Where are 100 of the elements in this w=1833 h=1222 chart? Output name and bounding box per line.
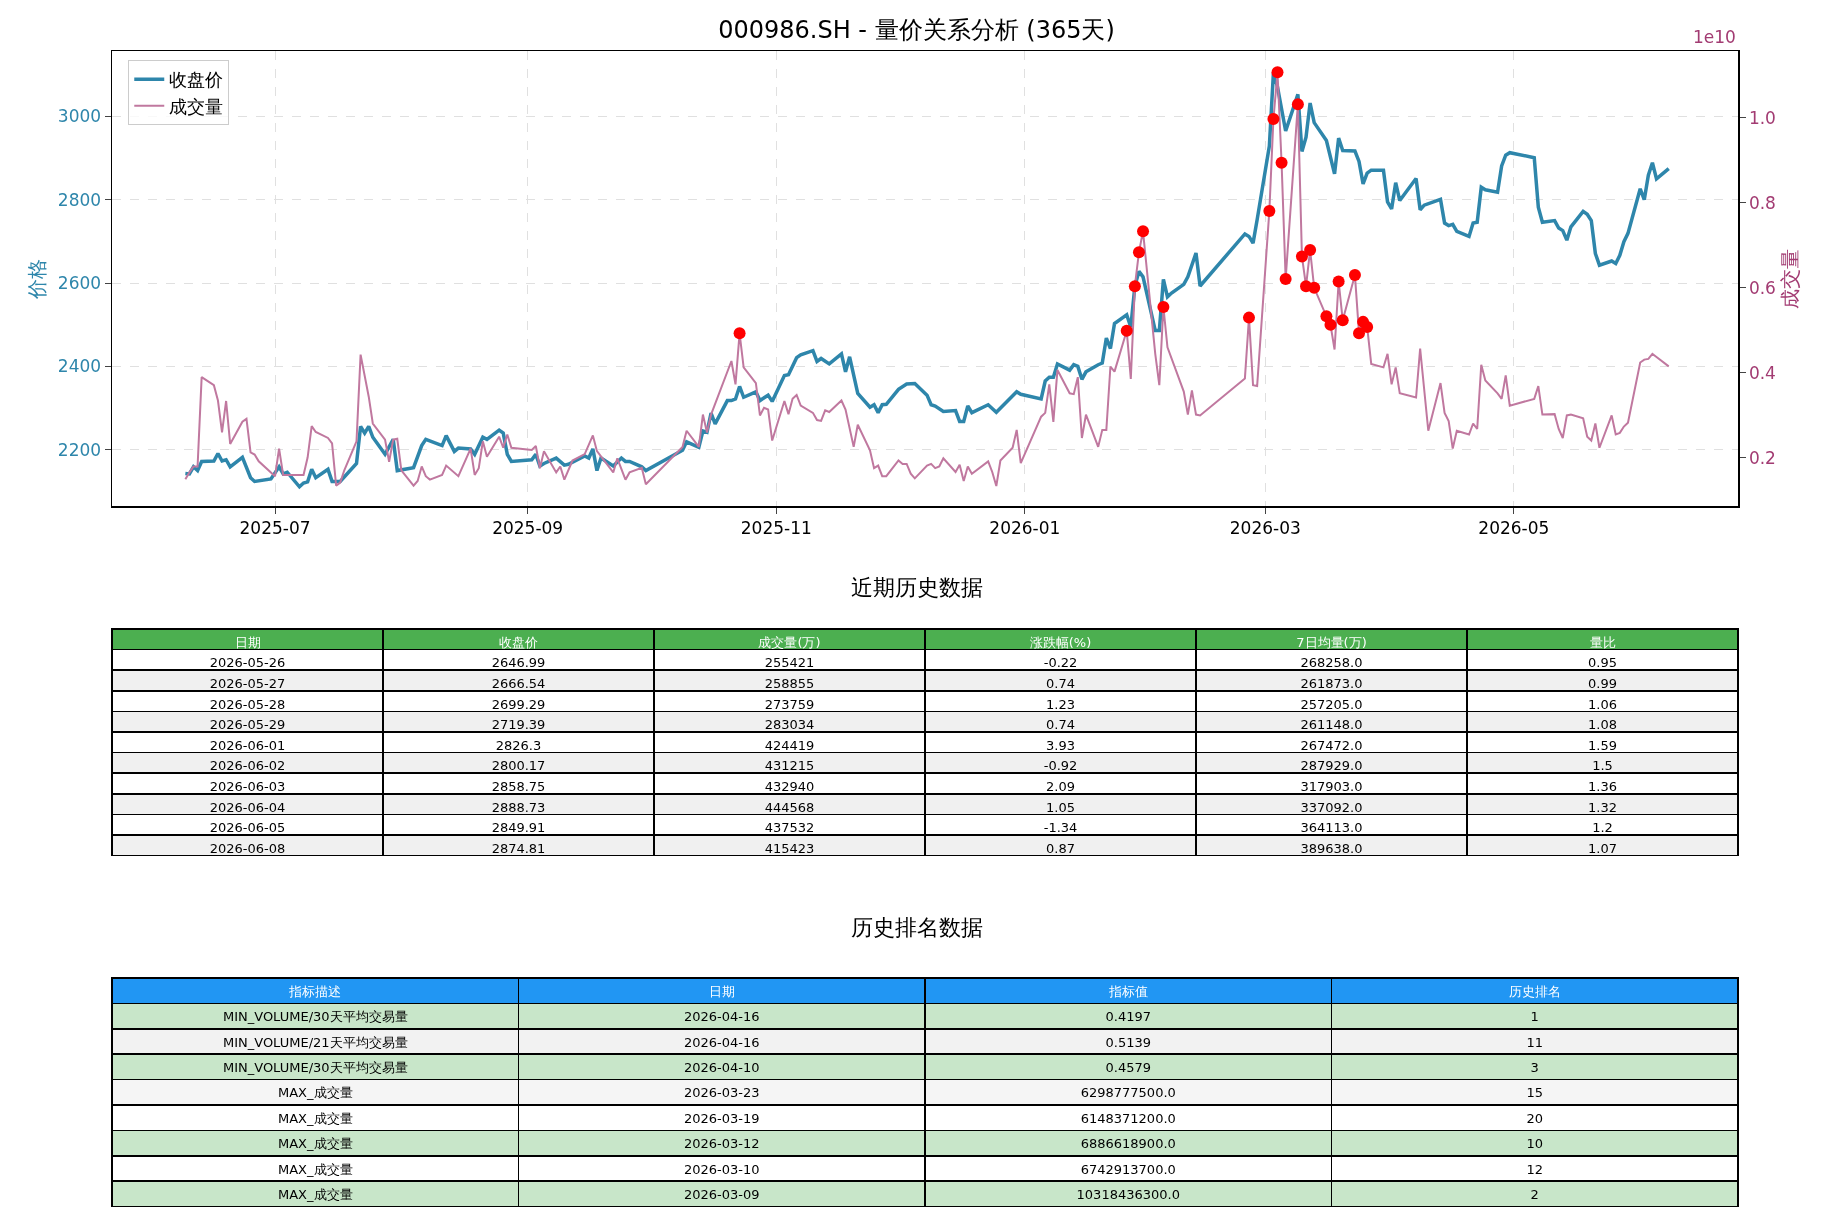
category-label: 成交量(万) [758, 634, 821, 650]
text: 0.99 [1588, 675, 1617, 691]
text: 257205.0 [1300, 696, 1363, 712]
x-tick-label: 2025-11 [740, 517, 812, 538]
text: 2719.39 [491, 717, 546, 733]
x-tick-label: 2026-01 [989, 517, 1061, 538]
text: 1.5 [1592, 758, 1613, 774]
text: 2026-04-16 [683, 1034, 760, 1050]
text: MAX_成交量 [277, 1110, 353, 1126]
text: 6298777500.0 [1080, 1085, 1176, 1101]
text: 2858.75 [491, 778, 546, 794]
point [1295, 250, 1308, 263]
text: 1.06 [1588, 696, 1617, 712]
y2-tick-label: 0.4 [1748, 362, 1776, 383]
text: 0.5139 [1105, 1034, 1151, 1050]
x-tick-label: 2025-07 [239, 517, 311, 538]
legend-label: 收盘价 [169, 69, 224, 91]
text: 2026-05-27 [209, 675, 286, 691]
text: 2699.29 [491, 696, 546, 712]
text: 2666.54 [491, 675, 546, 691]
text: 267472.0 [1300, 737, 1363, 753]
text: 2646.99 [491, 655, 546, 671]
point [1267, 113, 1280, 126]
text: 1.59 [1588, 737, 1617, 753]
text: 1e10 [1693, 27, 1736, 47]
text: 1.23 [1046, 696, 1075, 712]
text: 0.4579 [1105, 1059, 1151, 1075]
text: 10 [1526, 1136, 1544, 1152]
text: 0.87 [1046, 840, 1075, 856]
point [1271, 66, 1284, 79]
text: 1.07 [1588, 840, 1617, 856]
text: 1.05 [1046, 799, 1075, 815]
point [1263, 204, 1276, 217]
point [1336, 314, 1349, 327]
text: 6148371200.0 [1080, 1110, 1176, 1126]
text: 2888.73 [491, 799, 546, 815]
chart-title: 000986.SH - 量价关系分析 (365天) [718, 16, 1115, 45]
y-tick-label: 2200 [57, 439, 102, 460]
text: 近期历史数据 [850, 575, 983, 601]
text: 268258.0 [1300, 655, 1363, 671]
category-label: 7日均量(万) [1296, 634, 1367, 650]
category-label: 指标描述 [288, 983, 342, 999]
point [1332, 275, 1345, 288]
y-axis-title: 价格 [24, 258, 49, 300]
category-label: 指标值 [1107, 983, 1148, 999]
text: 437532 [764, 820, 815, 836]
text: 1.2 [1592, 820, 1613, 836]
text: 2849.91 [491, 820, 546, 836]
point [1128, 280, 1141, 293]
category-label: 历史排名 [1508, 983, 1561, 999]
text: 2026-03-23 [683, 1085, 760, 1101]
point [1348, 269, 1361, 282]
text: -1.34 [1043, 820, 1078, 836]
text: 10318436300.0 [1076, 1186, 1180, 1202]
text: 2026-06-01 [209, 737, 286, 753]
category-label: 日期 [708, 983, 735, 999]
text: 2.09 [1046, 778, 1075, 794]
text: 2026-06-03 [209, 778, 286, 794]
text: 6886618900.0 [1080, 1136, 1176, 1152]
point [1279, 272, 1292, 285]
text: -0.92 [1043, 758, 1078, 774]
text: 273759 [764, 696, 815, 712]
text: 2026-06-02 [209, 758, 286, 774]
point [1304, 244, 1317, 256]
text: 258855 [764, 675, 815, 691]
category-label: 量比 [1589, 634, 1616, 650]
text: 1.36 [1588, 778, 1617, 794]
text: MAX_成交量 [277, 1161, 353, 1177]
y2-axis-title: 成交量 [1778, 248, 1803, 309]
text: MIN_VOLUME/21天平均交易量 [222, 1034, 408, 1050]
text: 424419 [764, 737, 815, 753]
text: -0.22 [1043, 655, 1078, 671]
y2-tick-label: 1.0 [1748, 107, 1776, 128]
text: 2026-03-10 [683, 1161, 760, 1177]
text: MIN_VOLUME/30天平均交易量 [222, 1009, 408, 1025]
text: 2026-04-10 [683, 1059, 760, 1075]
text: 2026-04-16 [683, 1009, 760, 1025]
text: 1.32 [1588, 799, 1617, 815]
text: 0.95 [1588, 655, 1617, 671]
text: 2800.17 [491, 758, 546, 774]
text: 2026-06-08 [209, 840, 286, 856]
text: MAX_成交量 [277, 1186, 353, 1202]
point [733, 327, 746, 340]
text: 364113.0 [1300, 820, 1363, 836]
text: 2026-06-05 [209, 820, 286, 836]
y2-tick-label: 0.6 [1748, 277, 1776, 298]
category-label: 日期 [234, 634, 261, 650]
text: 3.93 [1046, 737, 1075, 753]
text: 2 [1530, 1186, 1539, 1202]
text: 337092.0 [1300, 799, 1363, 815]
x-tick-label: 2026-03 [1229, 517, 1301, 538]
y-tick-label: 3000 [57, 106, 102, 127]
text: 432940 [764, 778, 815, 794]
point [1291, 98, 1304, 111]
text: MIN_VOLUME/30天平均交易量 [222, 1059, 408, 1075]
text: 0.74 [1046, 675, 1075, 691]
text: 389638.0 [1300, 840, 1363, 856]
text: 2826.3 [495, 737, 542, 753]
point [1157, 300, 1170, 313]
text: 历史排名数据 [850, 915, 983, 941]
